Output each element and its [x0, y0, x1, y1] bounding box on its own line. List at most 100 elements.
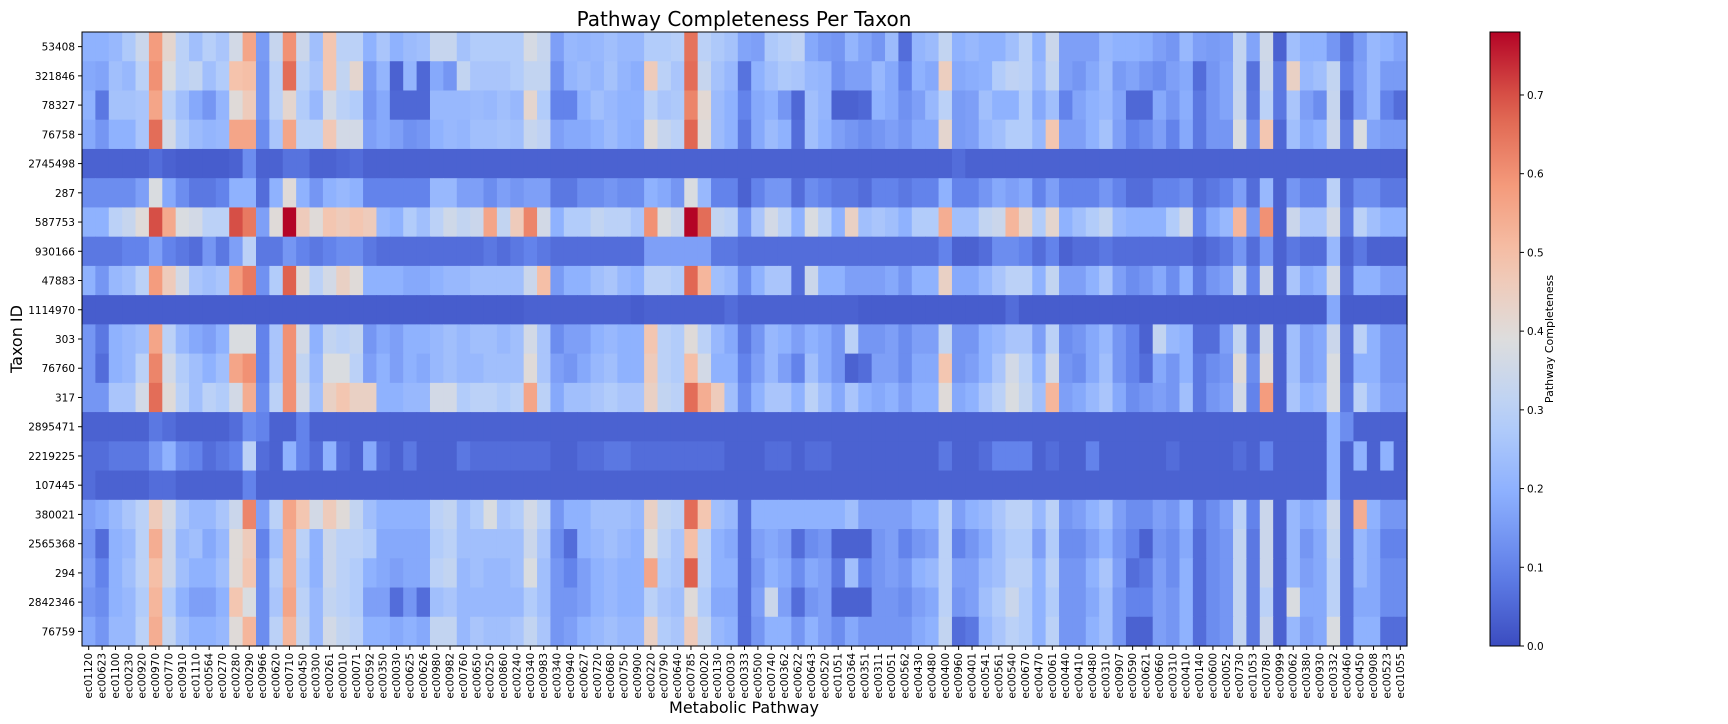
heatmap-cell — [1072, 382, 1087, 413]
heatmap-cell — [684, 61, 699, 92]
heatmap-cell — [1219, 61, 1234, 92]
heatmap-cell — [108, 178, 123, 209]
heatmap-cell — [122, 616, 137, 647]
heatmap-cell — [804, 32, 819, 62]
heatmap-cell — [764, 412, 779, 442]
heatmap-cell — [496, 207, 511, 238]
heatmap-cell — [871, 616, 886, 647]
heatmap-cell — [202, 178, 217, 209]
heatmap-cell — [978, 499, 993, 530]
heatmap-cell — [523, 441, 538, 472]
heatmap-cell — [175, 441, 190, 472]
heatmap-cell — [336, 324, 351, 355]
heatmap-cell — [737, 178, 752, 209]
heatmap-cell — [1059, 587, 1073, 618]
heatmap-cell — [938, 207, 953, 238]
heatmap-cell — [871, 529, 886, 559]
heatmap-cell — [965, 324, 980, 355]
heatmap-cell — [804, 265, 819, 296]
heatmap-cell — [978, 207, 993, 238]
heatmap-cell — [1233, 295, 1247, 325]
heatmap-cell — [189, 558, 204, 589]
heatmap-cell — [911, 499, 926, 530]
heatmap-cell — [1059, 236, 1073, 267]
heatmap-cell — [135, 324, 150, 355]
heatmap-cell — [1326, 470, 1341, 501]
heatmap-cell — [724, 529, 739, 559]
heatmap-cell — [670, 558, 685, 589]
heatmap-cell — [282, 353, 297, 384]
heatmap-cell — [1393, 470, 1408, 501]
heatmap-cell — [443, 148, 458, 179]
heatmap-cell — [1112, 32, 1127, 62]
heatmap-cell — [349, 236, 364, 267]
heatmap-cell — [1353, 295, 1368, 325]
heatmap-cell — [1179, 353, 1194, 384]
heatmap-cell — [135, 353, 150, 384]
heatmap-cell — [349, 295, 364, 325]
heatmap-cell — [644, 119, 659, 150]
heatmap-cell — [617, 119, 632, 150]
heatmap-cell — [858, 324, 873, 355]
heatmap-cell — [309, 90, 324, 121]
heatmap-cell — [885, 470, 900, 501]
heatmap-cell — [791, 90, 806, 121]
heatmap-cell — [1152, 32, 1167, 62]
heatmap-cell — [429, 441, 444, 472]
heatmap-cell — [978, 587, 993, 618]
heatmap-cell — [1273, 295, 1288, 325]
heatmap-cell — [162, 558, 177, 589]
heatmap-cell — [122, 236, 137, 267]
heatmap-cell — [885, 353, 900, 384]
heatmap-cell — [403, 90, 418, 121]
heatmap-cell — [911, 587, 926, 618]
heatmap-cell — [322, 558, 337, 589]
heatmap-cell — [189, 119, 204, 150]
heatmap-cell — [282, 558, 297, 589]
heatmap-cell — [577, 324, 592, 355]
heatmap-cell — [496, 353, 511, 384]
heatmap-cell — [1259, 412, 1274, 442]
heatmap-cell — [1219, 412, 1234, 442]
heatmap-cell — [483, 119, 498, 150]
heatmap-cell — [108, 61, 123, 92]
x-tick-label: ec00626 — [418, 653, 430, 699]
x-tick-label: ec00261 — [324, 653, 336, 699]
heatmap-cell — [764, 148, 779, 179]
heatmap-cell — [336, 61, 351, 92]
heatmap-cell — [443, 441, 458, 472]
heatmap-cell — [242, 529, 257, 559]
heatmap-cell — [296, 265, 311, 296]
heatmap-cell — [1326, 412, 1341, 442]
heatmap-cell — [1380, 529, 1395, 559]
heatmap-cell — [1152, 236, 1167, 267]
heatmap-cell — [697, 265, 712, 296]
heatmap-cell — [1059, 441, 1073, 472]
heatmap-cell — [563, 616, 578, 647]
heatmap-cell — [336, 412, 351, 442]
heatmap-cell — [122, 470, 137, 501]
heatmap-cell — [1059, 558, 1073, 589]
heatmap-cell — [858, 32, 873, 62]
heatmap-cell — [751, 32, 766, 62]
heatmap-cell — [818, 295, 833, 325]
heatmap-cell — [376, 295, 391, 325]
heatmap-cell — [630, 529, 645, 559]
heatmap-cell — [1112, 265, 1127, 296]
heatmap-cell — [269, 148, 284, 179]
heatmap-cell — [1139, 558, 1154, 589]
heatmap-cell — [603, 119, 618, 150]
heatmap-cell — [242, 499, 257, 530]
heatmap-cell — [711, 90, 726, 121]
heatmap-cell — [416, 119, 431, 150]
heatmap-cell — [804, 529, 819, 559]
heatmap-cell — [858, 295, 873, 325]
x-tick-label: ec00460 — [1341, 653, 1353, 699]
heatmap-cell — [751, 236, 766, 267]
heatmap-cell — [403, 441, 418, 472]
heatmap-cell — [563, 412, 578, 442]
heatmap-cell — [751, 119, 766, 150]
heatmap-cell — [1072, 207, 1087, 238]
heatmap-cell — [1125, 616, 1140, 647]
heatmap-cell — [1393, 616, 1408, 647]
